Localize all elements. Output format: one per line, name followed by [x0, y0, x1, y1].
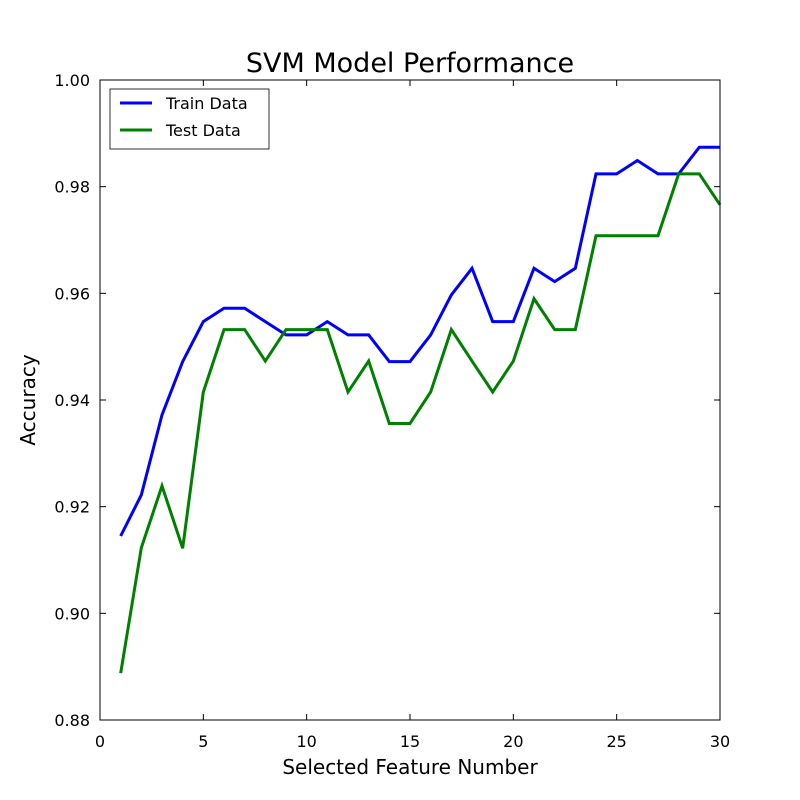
legend: Train Data Test Data — [109, 88, 270, 150]
y-tick-label: 0.88 — [54, 711, 90, 730]
y-tick-label: 0.96 — [54, 284, 90, 303]
x-tick-label: 30 — [710, 732, 730, 751]
y-tick-label: 0.90 — [54, 604, 90, 623]
x-axis-label: Selected Feature Number — [282, 755, 538, 779]
y-tick-label: 1.00 — [54, 71, 90, 90]
y-axis-label: Accuracy — [16, 354, 40, 445]
series-line-train — [119, 145, 720, 537]
series-line-test — [119, 172, 722, 674]
legend-box — [109, 88, 270, 150]
x-tick-label: 10 — [296, 732, 316, 751]
x-tick-label: 20 — [503, 732, 523, 751]
x-tick-label: 5 — [198, 732, 208, 751]
x-tick-label: 0 — [95, 732, 105, 751]
x-tick-label: 25 — [606, 732, 626, 751]
y-tick-label: 0.98 — [54, 178, 90, 197]
y-tick-label: 0.92 — [54, 498, 90, 517]
chart-title: SVM Model Performance — [246, 48, 574, 79]
x-tick-label: 15 — [400, 732, 420, 751]
legend-label-train: Train Data — [165, 94, 248, 113]
series-layer — [119, 145, 722, 674]
ticks-layer: 0 5 10 15 20 25 30 0.88 0.90 0.92 0.94 0.96 0.98 1.00 — [54, 71, 730, 751]
legend-label-test: Test Data — [165, 121, 241, 140]
y-tick-label: 0.94 — [54, 391, 90, 410]
plot-frame — [99, 79, 721, 721]
